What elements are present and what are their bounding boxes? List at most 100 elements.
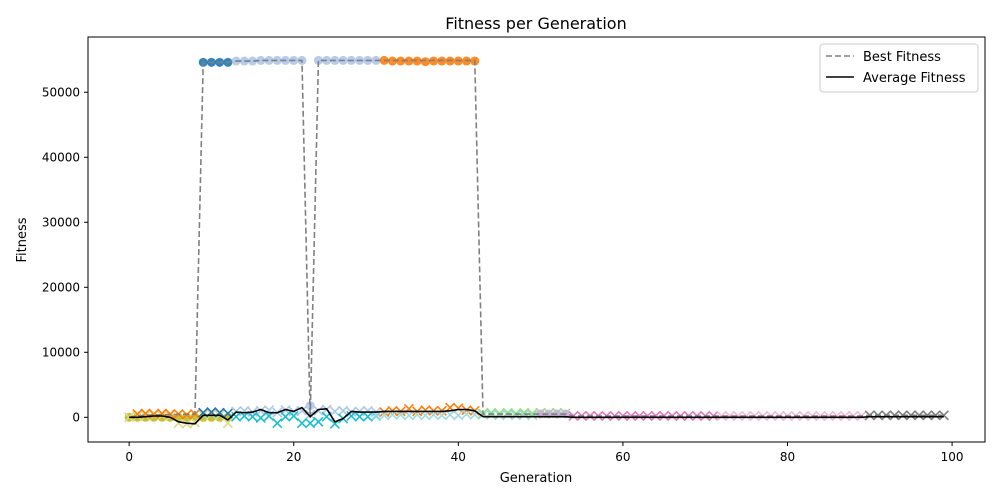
scatter-x-stroke bbox=[379, 410, 390, 421]
scatter-x-point bbox=[634, 410, 645, 422]
scatter-x-stroke bbox=[313, 405, 324, 416]
scatter-x-point bbox=[741, 410, 752, 422]
scatter-x-stroke bbox=[461, 408, 472, 420]
scatter-x-stroke bbox=[420, 410, 431, 421]
scatter-x-point bbox=[288, 410, 299, 422]
scatter-point bbox=[256, 55, 266, 65]
scatter-x-point bbox=[436, 410, 447, 421]
scatter-x-stroke bbox=[231, 411, 242, 422]
scatter-x-point bbox=[724, 410, 735, 422]
scatter-point bbox=[313, 55, 323, 65]
scatter-x-stroke bbox=[140, 410, 151, 421]
scatter-x-point bbox=[922, 410, 933, 421]
scatter-x-point bbox=[354, 411, 365, 422]
y-tick-label: 30000 bbox=[42, 215, 80, 229]
scatter-x-point bbox=[486, 407, 497, 418]
scatter-x-stroke bbox=[313, 416, 324, 427]
scatter-x-stroke bbox=[362, 411, 373, 422]
scatter-x-stroke bbox=[741, 410, 752, 422]
scatter-x-point bbox=[189, 417, 201, 428]
scatter-x-stroke bbox=[716, 410, 727, 422]
scatter-x-point bbox=[626, 410, 637, 422]
scatter-x-point bbox=[914, 410, 925, 421]
axes-frame bbox=[87, 36, 986, 443]
scatter-x-point bbox=[222, 418, 233, 429]
scatter-x-stroke bbox=[642, 410, 653, 422]
scatter-point bbox=[182, 412, 192, 422]
y-tick-label: 0 bbox=[72, 410, 80, 424]
scatter-x-stroke bbox=[329, 406, 340, 417]
x-axis-label: Generation bbox=[500, 471, 573, 486]
scatter-x-point bbox=[206, 408, 217, 420]
scatter-point bbox=[387, 56, 397, 66]
y-axis-label: Fitness bbox=[15, 217, 30, 262]
scatter-x-point bbox=[124, 412, 135, 423]
scatter-x-stroke bbox=[486, 407, 497, 418]
scatter-x-point bbox=[346, 410, 357, 422]
scatter-x-point bbox=[280, 411, 291, 422]
scatter-x-point bbox=[831, 410, 842, 422]
scatter-x-point bbox=[420, 410, 431, 421]
scatter-x-stroke bbox=[280, 411, 291, 422]
scatter-x-point bbox=[905, 410, 917, 421]
series-line-best-fitness bbox=[129, 59, 944, 419]
scatter-x-point bbox=[510, 410, 521, 421]
scatter-x-stroke bbox=[222, 418, 233, 429]
scatter-x-stroke bbox=[148, 408, 159, 420]
scatter-x-stroke bbox=[914, 410, 925, 421]
scatter-x-point bbox=[329, 406, 340, 417]
scatter-x-point bbox=[642, 410, 653, 422]
scatter-x-point bbox=[362, 411, 373, 422]
scatter-x-point bbox=[272, 418, 283, 429]
scatter-x-stroke bbox=[296, 418, 308, 429]
scatter-x-point bbox=[716, 410, 727, 422]
scatter-x-stroke bbox=[634, 410, 645, 422]
scatter-x-stroke bbox=[173, 418, 184, 429]
scatter-x-stroke bbox=[338, 405, 349, 416]
scatter-point bbox=[412, 56, 422, 66]
legend: Best Fitness Average Fitness bbox=[819, 43, 979, 93]
scatter-x-point bbox=[296, 418, 308, 429]
scatter-x-stroke bbox=[527, 410, 538, 421]
scatter-x-point bbox=[148, 408, 159, 420]
scatter-x-point bbox=[519, 409, 530, 420]
scatter-x-stroke bbox=[823, 410, 834, 422]
scatter-x-point bbox=[255, 412, 266, 424]
x-tick-label: 100 bbox=[941, 450, 964, 464]
scatter-x-stroke bbox=[626, 410, 637, 422]
x-tick-label: 60 bbox=[615, 450, 630, 464]
scatter-x-stroke bbox=[272, 418, 283, 429]
scatter-x-stroke bbox=[445, 409, 456, 420]
scatter-x-stroke bbox=[519, 407, 530, 418]
scatter-x-stroke bbox=[519, 409, 530, 420]
x-tick-label: 40 bbox=[451, 450, 466, 464]
scatter-x-point bbox=[453, 403, 464, 414]
scatter-x-point bbox=[313, 405, 324, 416]
scatter-x-stroke bbox=[222, 408, 233, 419]
scatter-x-stroke bbox=[255, 412, 266, 424]
scatter-x-stroke bbox=[510, 410, 521, 421]
scatter-x-stroke bbox=[288, 410, 299, 422]
scatter-x-stroke bbox=[922, 410, 933, 421]
scatter-x-stroke bbox=[346, 410, 357, 422]
scatter-x-point bbox=[231, 411, 242, 422]
scatter-x-point bbox=[519, 407, 530, 418]
scatter-x-point bbox=[938, 410, 949, 421]
scatter-x-stroke bbox=[165, 410, 176, 422]
scatter-x-stroke bbox=[436, 410, 447, 421]
scatter-x-point bbox=[840, 410, 851, 422]
scatter-x-stroke bbox=[189, 417, 201, 428]
y-tick-label: 50000 bbox=[42, 85, 80, 99]
scatter-x-stroke bbox=[840, 410, 851, 422]
scatter-x-point bbox=[527, 410, 538, 421]
scatter-x-point bbox=[313, 416, 324, 427]
scatter-x-point bbox=[469, 409, 480, 420]
plot-area bbox=[124, 55, 949, 429]
series-line-average-fitness bbox=[129, 406, 944, 425]
x-tick-label: 0 bbox=[125, 450, 133, 464]
y-tick-label: 10000 bbox=[42, 345, 80, 359]
scatter-x-point bbox=[823, 410, 834, 422]
scatter-x-stroke bbox=[502, 407, 513, 418]
scatter-x-stroke bbox=[453, 410, 464, 421]
